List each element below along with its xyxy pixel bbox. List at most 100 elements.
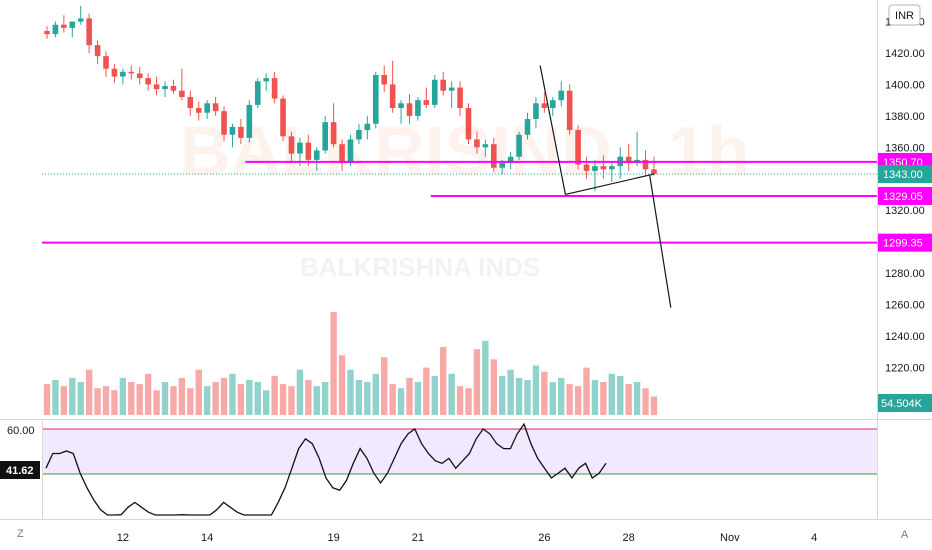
volume-bar bbox=[431, 375, 438, 415]
candle-body bbox=[288, 136, 295, 154]
time-tick-label: 4 bbox=[811, 532, 817, 544]
trendline bbox=[649, 175, 672, 308]
candle-body bbox=[507, 156, 514, 164]
trendlines bbox=[539, 65, 672, 308]
volume-bar bbox=[650, 396, 658, 415]
candle-body bbox=[271, 78, 278, 99]
currency-label: INR bbox=[895, 10, 914, 22]
candle-body bbox=[254, 81, 261, 105]
currency-badge[interactable]: INR bbox=[888, 4, 921, 26]
candle-body bbox=[490, 144, 497, 168]
volume-bar bbox=[246, 379, 253, 415]
volume-bar bbox=[532, 365, 540, 415]
volume-bar bbox=[499, 375, 506, 415]
auto-scale-button[interactable]: A bbox=[901, 529, 909, 541]
candle-body bbox=[566, 90, 573, 131]
volume-bar bbox=[448, 373, 455, 415]
volume-bar bbox=[94, 388, 101, 415]
candle-body bbox=[263, 78, 269, 82]
volume-bar bbox=[372, 373, 379, 415]
candle-body bbox=[372, 75, 379, 124]
candle-body bbox=[398, 103, 404, 109]
candle-body bbox=[136, 73, 143, 79]
candle-body bbox=[86, 18, 92, 46]
candle-body bbox=[94, 45, 101, 57]
candle-body bbox=[356, 130, 362, 140]
candle-body bbox=[541, 103, 548, 109]
volume-bar bbox=[178, 377, 186, 415]
last-price-label: 1343.00 bbox=[883, 169, 923, 181]
trendline bbox=[565, 173, 655, 196]
time-tick-label: 21 bbox=[412, 532, 424, 544]
time-tick-label: 19 bbox=[327, 532, 339, 544]
candle-body bbox=[457, 87, 463, 109]
candle-body bbox=[625, 156, 632, 164]
candle-body bbox=[153, 84, 160, 90]
candle-body bbox=[77, 18, 84, 22]
time-tick-label: 28 bbox=[623, 532, 635, 544]
candle-body bbox=[52, 24, 59, 35]
candle-body bbox=[550, 100, 556, 109]
volume-bar bbox=[69, 377, 76, 415]
candle-body bbox=[330, 122, 337, 145]
rsi-pane bbox=[43, 422, 877, 516]
candle-body bbox=[238, 126, 244, 138]
volume-bar bbox=[355, 379, 363, 415]
candle-body bbox=[381, 75, 387, 85]
volume-bar bbox=[515, 377, 523, 415]
volume-bar bbox=[465, 388, 472, 415]
volume-bar bbox=[330, 312, 337, 415]
volume-bar bbox=[389, 384, 396, 415]
volume-bar bbox=[600, 382, 607, 415]
candle-body bbox=[347, 139, 354, 164]
volume-bar bbox=[347, 369, 354, 415]
candle-body bbox=[524, 119, 531, 135]
price-tick-label: 1420.00 bbox=[885, 48, 925, 60]
candle-body bbox=[246, 104, 253, 138]
candle-body bbox=[651, 169, 657, 175]
watermark: BALKRISIND 1h BALKRISHNA INDS bbox=[180, 112, 750, 282]
candle-body bbox=[533, 103, 539, 120]
candle-body bbox=[423, 100, 430, 105]
volume-bar bbox=[296, 369, 304, 415]
time-axis[interactable]: 12 14 19 21 26 28 Nov 4 bbox=[117, 532, 817, 544]
volume-bar bbox=[507, 369, 514, 415]
price-tick-label: 1260.00 bbox=[885, 300, 925, 312]
timezone-button[interactable]: Z bbox=[17, 528, 24, 540]
volume-bar bbox=[566, 384, 573, 415]
candle-body bbox=[44, 30, 50, 35]
volume-bar bbox=[212, 382, 219, 415]
volume-bar bbox=[279, 384, 287, 415]
candle-body bbox=[406, 103, 413, 116]
candle-body bbox=[642, 159, 649, 170]
candle-body bbox=[145, 78, 151, 85]
candle-body bbox=[609, 166, 615, 170]
level-badge-label: 1329.05 bbox=[883, 191, 923, 203]
watermark-interval: 1h bbox=[668, 112, 750, 190]
rsi-current-value: 41.62 bbox=[6, 465, 34, 477]
volume-bar bbox=[423, 367, 430, 415]
volume-bar bbox=[381, 357, 388, 415]
volume-bar bbox=[549, 382, 556, 415]
candle-body bbox=[415, 100, 421, 116]
candle-body bbox=[204, 103, 210, 113]
volume-bar bbox=[617, 375, 624, 415]
candle-body bbox=[465, 108, 472, 140]
volume-bar bbox=[220, 377, 228, 415]
volume-bar bbox=[313, 386, 320, 415]
volume-bar bbox=[254, 382, 261, 415]
time-tick-label: Nov bbox=[720, 532, 740, 544]
price-tick-label: 1400.00 bbox=[885, 79, 925, 91]
volume-bar bbox=[203, 386, 211, 415]
volume-bar bbox=[237, 384, 245, 415]
candle-body bbox=[592, 166, 598, 171]
volume-bar bbox=[364, 382, 371, 415]
candle-body bbox=[431, 79, 438, 105]
volume-bar bbox=[102, 386, 110, 415]
volume-bar bbox=[583, 367, 590, 415]
candle-body bbox=[103, 56, 109, 69]
candle-body bbox=[162, 86, 168, 90]
price-tick-label: 1240.00 bbox=[885, 331, 925, 343]
